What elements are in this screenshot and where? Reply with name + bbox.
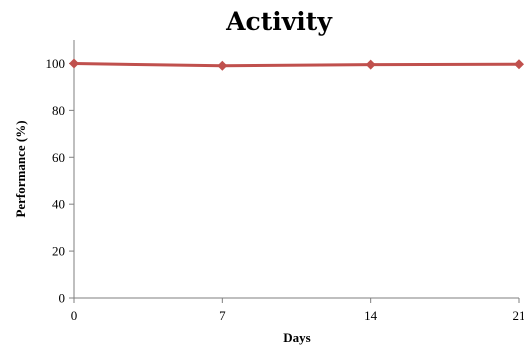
x-axis-label: Days bbox=[283, 330, 310, 345]
data-point-14 bbox=[365, 59, 376, 70]
y-tick-label: 40 bbox=[52, 197, 65, 212]
chart-axes bbox=[73, 40, 519, 299]
chart-title: Activity bbox=[225, 7, 333, 36]
data-point-21 bbox=[514, 59, 524, 70]
y-tick-label: 80 bbox=[52, 103, 65, 118]
y-tick-label: 100 bbox=[46, 56, 66, 71]
chart-ticks: 0 20 40 60 80 100 0 7 14 21 bbox=[46, 56, 524, 323]
data-point-0 bbox=[69, 58, 79, 69]
x-tick-label: 21 bbox=[513, 308, 524, 323]
x-tick-label: 14 bbox=[364, 308, 378, 323]
data-point-7 bbox=[217, 60, 228, 71]
y-tick-label: 0 bbox=[59, 291, 66, 306]
x-tick-label: 7 bbox=[219, 308, 226, 323]
y-axis-label: Performance (%) bbox=[13, 120, 28, 217]
y-tick-label: 20 bbox=[52, 244, 65, 259]
y-tick-label: 60 bbox=[52, 150, 65, 165]
series-line bbox=[72, 62, 521, 68]
chart-series bbox=[69, 58, 524, 71]
x-tick-label: 0 bbox=[71, 308, 78, 323]
